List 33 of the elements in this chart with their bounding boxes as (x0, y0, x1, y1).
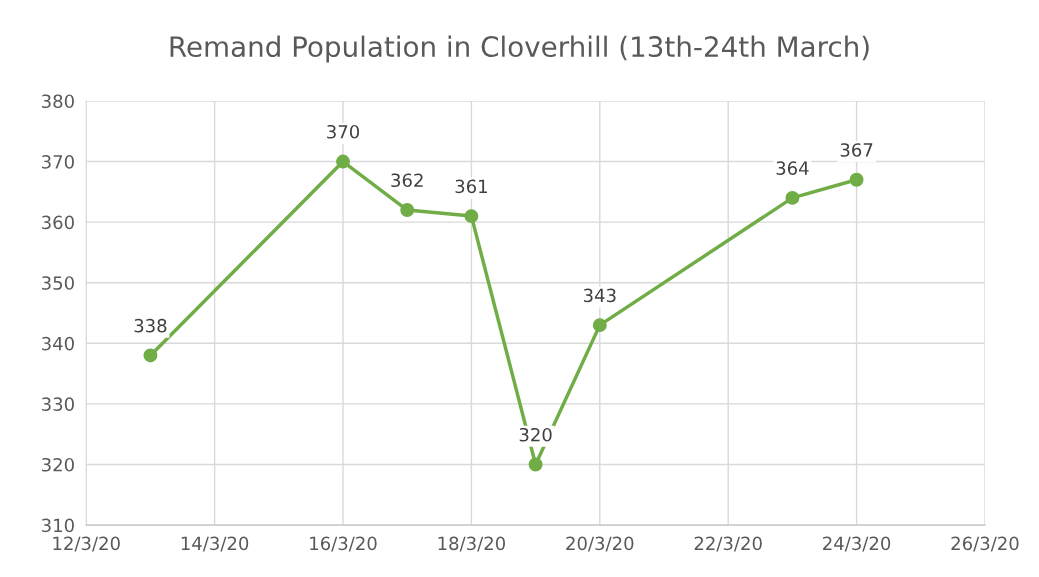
data-label: 343 (583, 288, 616, 303)
y-tick-label: 360 (42, 215, 74, 230)
x-tick-label: 14/3/20 (181, 536, 249, 552)
point (528, 457, 543, 472)
point (785, 190, 800, 205)
point (849, 172, 864, 187)
y-tick-label: 310 (42, 518, 74, 533)
point (464, 209, 479, 224)
x-tick-label: 12/3/20 (53, 536, 120, 552)
x-tick-label: 22/3/20 (694, 536, 762, 552)
x-tick-label: 18/3/20 (438, 536, 506, 552)
point (400, 203, 415, 217)
point (592, 318, 607, 333)
data-label: 320 (519, 427, 552, 442)
data-label: 362 (391, 173, 423, 188)
point (143, 348, 158, 363)
chart-title: Remand Population in Cloverhill (13th-24th March) (170, 35, 869, 63)
x-tick-label: 26/3/20 (951, 536, 1019, 552)
x-tick-label: 20/3/20 (566, 536, 634, 552)
x-tick-label: 24/3/20 (823, 536, 891, 552)
data-label: 361 (455, 179, 487, 194)
y-tick-label: 350 (42, 276, 74, 290)
x-tick-label: 16/3/20 (310, 536, 377, 552)
y-tick-label: 340 (42, 336, 74, 351)
point (336, 154, 350, 169)
data-label: 364 (776, 161, 809, 175)
data-label: 367 (840, 143, 873, 157)
data-label: 338 (134, 318, 167, 333)
y-tick-label: 370 (42, 155, 74, 169)
y-tick-label: 330 (42, 397, 74, 412)
y-tick-label: 380 (42, 94, 74, 109)
data-label: 370 (327, 124, 360, 139)
y-tick-label: 320 (42, 457, 74, 472)
